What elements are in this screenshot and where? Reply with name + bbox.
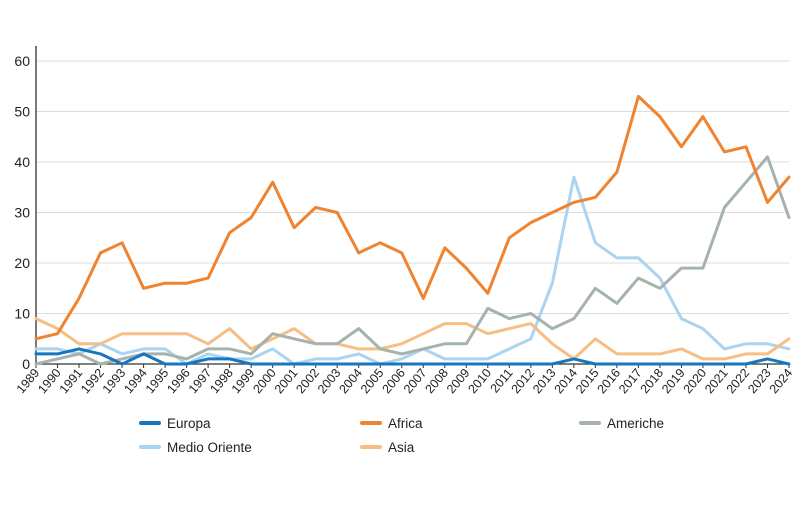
x-tick-label: 2023 [745, 366, 774, 396]
x-tick-label: 2017 [616, 366, 645, 396]
y-tick-label: 50 [14, 104, 30, 120]
x-tick-label: 1991 [57, 366, 86, 396]
x-tick-label: 2003 [315, 366, 344, 396]
x-tick-label: 2016 [595, 366, 624, 396]
x-tick-label: 1995 [143, 366, 172, 396]
x-tick-label: 1998 [207, 366, 236, 396]
legend-label-medio-oriente: Medio Oriente [167, 440, 252, 455]
x-tick-label: 1997 [186, 366, 215, 396]
x-tick-label: 2013 [530, 366, 559, 396]
y-tick-label: 40 [14, 154, 30, 170]
x-tick-label: 2019 [659, 366, 688, 396]
series-lines [34, 94, 791, 366]
x-tick-label: 2012 [509, 366, 538, 396]
x-tick-label: 2006 [379, 366, 408, 396]
x-tick-label: 2021 [702, 366, 731, 396]
x-tick-label: 1999 [229, 366, 258, 396]
x-tick-label: 2009 [444, 366, 473, 396]
x-tick-label: 2008 [422, 366, 451, 396]
legend-label-europa: Europa [167, 416, 211, 431]
legend-label-africa: Africa [388, 416, 423, 431]
series-line-asia [34, 317, 791, 361]
x-tick-label: 2018 [638, 366, 667, 396]
x-tick-label: 1996 [164, 366, 193, 396]
x-tick-label: 1990 [35, 366, 64, 396]
x-tick-label: 2020 [681, 366, 710, 396]
legend-label-asia: Asia [388, 440, 415, 455]
x-tick-label: 2014 [552, 366, 581, 396]
y-tick-label: 30 [14, 205, 30, 221]
x-tick-label: 2001 [272, 366, 301, 396]
axes [35, 46, 790, 368]
x-tick-label: 1994 [121, 366, 150, 396]
x-tick-label: 1992 [78, 366, 107, 396]
series-line-americhe [34, 155, 791, 366]
x-tick-label: 2004 [336, 366, 365, 396]
x-tick-label: 2024 [767, 366, 796, 396]
x-tick-label: 2000 [250, 366, 279, 396]
gridlines [36, 60, 789, 314]
x-tick-labels: 1989199019911992199319941995199619971998… [14, 366, 796, 396]
series-line-medio-oriente [34, 175, 791, 366]
y-tick-label: 0 [22, 356, 30, 372]
x-tick-label: 1989 [14, 366, 43, 396]
x-tick-label: 2005 [358, 366, 387, 396]
x-tick-label: 2007 [401, 366, 430, 396]
legend: Europa Africa Americhe Medio Oriente Asia [139, 416, 664, 455]
x-tick-label: 2002 [293, 366, 322, 396]
series-line-europa [34, 347, 791, 366]
x-tick-label: 2011 [488, 366, 516, 396]
y-tick-label: 20 [14, 255, 30, 271]
x-tick-label: 2010 [465, 366, 494, 396]
x-tick-label: 2022 [724, 366, 753, 396]
y-tick-label: 10 [14, 306, 30, 322]
x-tick-label: 1993 [100, 366, 129, 396]
legend-label-americhe: Americhe [607, 416, 664, 431]
y-tick-labels: 0 10 20 30 40 50 60 [14, 53, 30, 372]
y-tick-label: 60 [14, 53, 30, 69]
series-line-africa [34, 94, 791, 341]
x-tick-label: 2015 [573, 366, 602, 396]
